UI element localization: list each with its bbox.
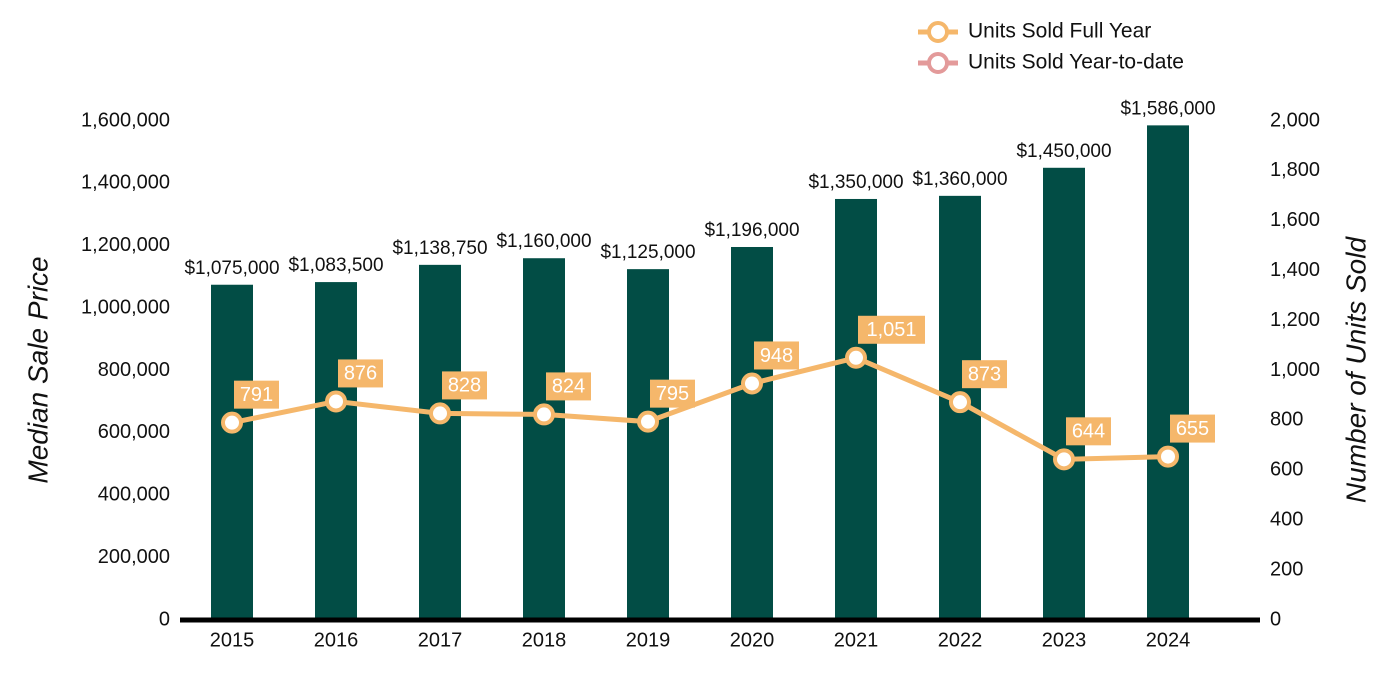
bar (419, 264, 461, 620)
data-label-box (234, 380, 279, 409)
bar (731, 246, 773, 620)
data-label: 791 (240, 384, 273, 406)
data-label-box (650, 379, 695, 408)
data-label-box (338, 359, 383, 388)
bar (1043, 167, 1085, 620)
y2-tick-label: 1,800 (1270, 159, 1320, 181)
data-label-box (546, 372, 591, 401)
x-tick-label: 2020 (730, 629, 775, 651)
y2-tick-label: 400 (1270, 508, 1303, 530)
bar (523, 258, 565, 620)
data-label: 948 (760, 345, 793, 367)
x-tick-label: 2021 (834, 629, 879, 651)
y2-tick-label: 600 (1270, 459, 1303, 481)
x-tick-label: 2024 (1146, 629, 1191, 651)
y-tick-label: 800,000 (98, 359, 170, 381)
line-marker (533, 403, 555, 426)
y2-axis-title: Number of Units Sold (1340, 236, 1371, 504)
legend-label: Units Sold Year-to-date (968, 51, 1184, 74)
y2-tick-label: 800 (1270, 409, 1303, 431)
bar-value-label: $1,450,000 (1016, 141, 1111, 162)
x-tick-label: 2023 (1042, 629, 1087, 651)
bar-value-label: $1,360,000 (912, 169, 1007, 190)
y2-tick-label: 1,200 (1270, 309, 1320, 331)
y2-tick-label: 200 (1270, 558, 1303, 580)
y-tick-label: 1,600,000 (81, 109, 170, 131)
y-tick-label: 1,000,000 (81, 296, 170, 318)
line (231, 355, 1169, 462)
data-label: 873 (968, 363, 1001, 385)
bar-value-label: $1,586,000 (1120, 98, 1215, 119)
legend-marker (927, 21, 949, 43)
line-marker (741, 372, 763, 395)
y-axis-title: Median Sale Price (22, 256, 53, 483)
y-tick-label: 200,000 (98, 546, 170, 568)
bar-value-label: $1,138,750 (392, 238, 487, 259)
x-tick-label: 2019 (626, 629, 671, 651)
legend-marker (927, 52, 949, 74)
y2-tick-label: 1,400 (1270, 259, 1320, 281)
line-marker (429, 402, 451, 425)
bar (835, 198, 877, 620)
bar-value-label: $1,196,000 (704, 220, 799, 241)
line-marker (1157, 445, 1179, 468)
y2-tick-label: 2,000 (1270, 109, 1320, 131)
x-tick-label: 2022 (938, 629, 983, 651)
data-label: 655 (1176, 418, 1209, 440)
y-tick-label: 1,400,000 (81, 172, 170, 194)
y2-tick-label: 1,600 (1270, 209, 1320, 231)
bar (211, 284, 253, 620)
bar-value-label: $1,160,000 (496, 231, 591, 252)
data-label-box (442, 371, 487, 400)
line-marker (949, 391, 971, 414)
x-tick-label: 2017 (418, 629, 463, 651)
y-tick-label: 400,000 (98, 484, 170, 506)
bar-value-label: $1,350,000 (808, 172, 903, 193)
y-tick-label: 0 (159, 608, 170, 630)
data-label: 824 (552, 376, 585, 398)
x-tick-label: 2018 (522, 629, 567, 651)
data-label: 644 (1072, 421, 1105, 443)
y2-tick-label: 0 (1270, 608, 1281, 630)
data-label: 876 (344, 363, 377, 385)
data-label-box (962, 360, 1007, 389)
bar (315, 282, 357, 620)
line-marker (637, 410, 659, 433)
legend-label: Units Sold Full Year (968, 20, 1151, 43)
x-tick-label: 2015 (210, 629, 255, 651)
line-marker (221, 411, 243, 434)
bar (627, 269, 669, 620)
line-marker (1053, 448, 1075, 471)
data-label-box (1066, 417, 1111, 446)
bar-value-label: $1,075,000 (184, 258, 279, 279)
data-label-box (754, 341, 799, 370)
data-label: 828 (448, 375, 481, 397)
y-tick-label: 600,000 (98, 421, 170, 443)
bar (1147, 125, 1189, 621)
data-label-box (1170, 414, 1215, 443)
x-tick-label: 2016 (314, 629, 359, 651)
bar-value-label: $1,083,500 (288, 255, 383, 276)
y-tick-label: 1,200,000 (81, 234, 170, 256)
bar-value-label: $1,125,000 (600, 242, 695, 263)
data-label-box (858, 315, 925, 344)
line-marker (845, 346, 867, 369)
data-label: 1,051 (866, 319, 916, 341)
data-label: 795 (656, 383, 689, 405)
line-marker (325, 390, 347, 413)
y2-tick-label: 1,000 (1270, 359, 1320, 381)
